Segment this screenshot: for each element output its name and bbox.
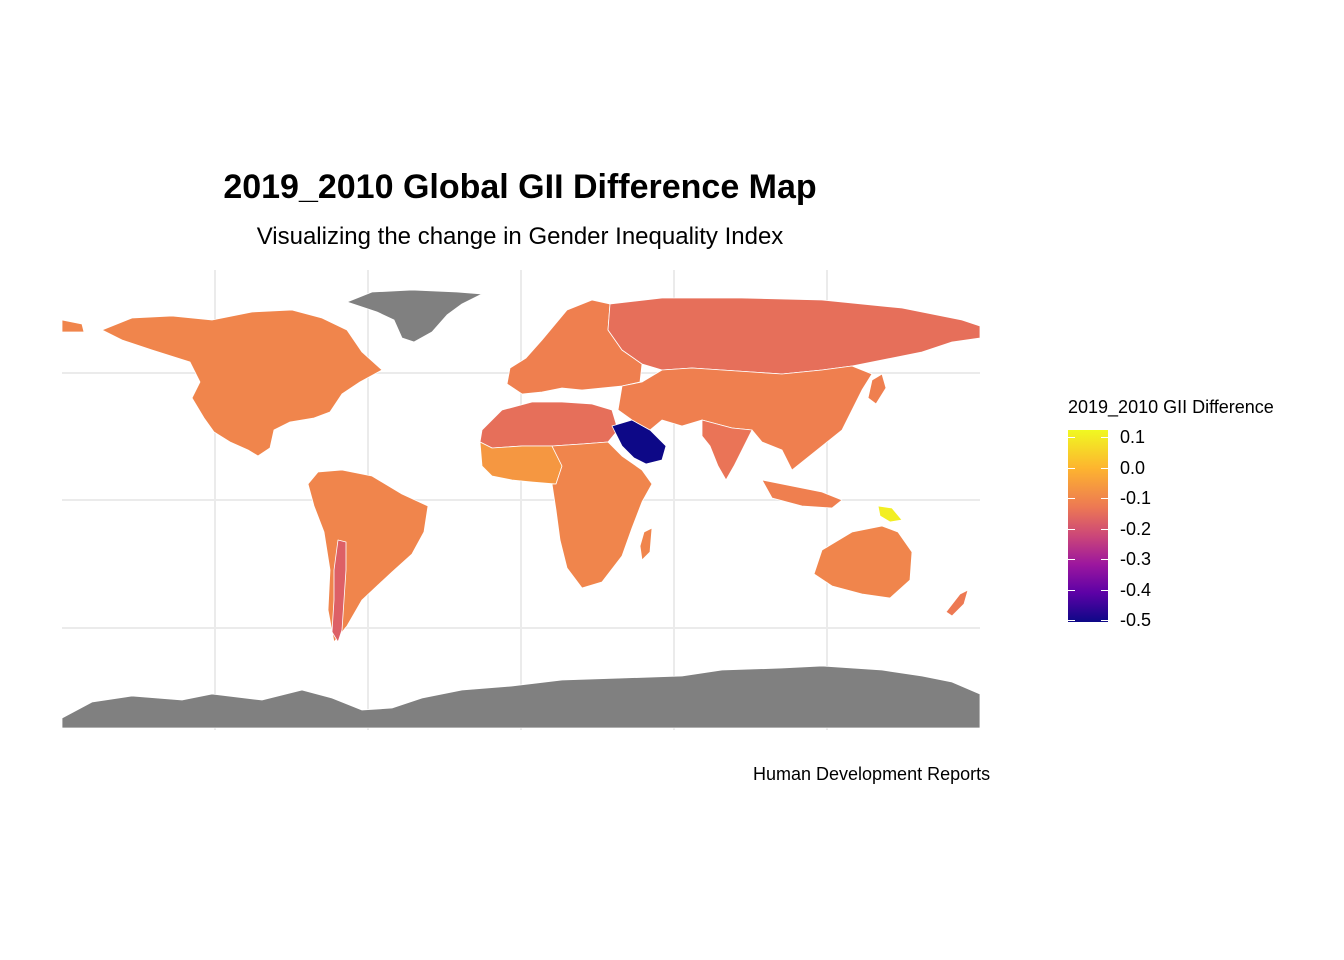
region-australia — [813, 525, 913, 599]
map-caption: Human Development Reports — [753, 764, 991, 784]
legend-tick — [1101, 620, 1108, 621]
legend-tick — [1068, 620, 1075, 621]
region-west-africa — [479, 441, 563, 485]
region-antarctica — [61, 665, 981, 729]
region-greenland — [346, 289, 483, 343]
legend-label: -0.4 — [1120, 579, 1152, 600]
region-india — [701, 419, 753, 481]
region-indonesia — [761, 479, 843, 509]
region-russia — [607, 297, 981, 375]
legend-tick — [1101, 589, 1108, 591]
legend-tick — [1101, 498, 1108, 500]
region-madagascar — [639, 527, 653, 561]
legend-tick — [1101, 528, 1108, 530]
region-north-america — [101, 309, 383, 457]
region-asia — [617, 365, 873, 471]
region-central-southern-africa — [551, 441, 653, 589]
region-papua-new-guinea — [877, 505, 903, 523]
region-alaska — [61, 319, 85, 333]
legend-tick — [1068, 437, 1075, 439]
legend-tick — [1068, 559, 1075, 561]
world-map-panel — [61, 270, 981, 730]
map-title: 2019_2010 Global GII Difference Map — [223, 168, 817, 206]
legend-tick — [1068, 589, 1075, 591]
legend-labels: 0.1 0.0 -0.1 -0.2 -0.3 -0.4 -0.5 — [1120, 427, 1180, 629]
legend-label: 0.0 — [1120, 457, 1146, 478]
legend-title: 2019_2010 GII Difference — [1068, 397, 1274, 417]
legend-tick — [1101, 467, 1108, 469]
legend-label: -0.1 — [1120, 488, 1152, 509]
legend-label: -0.5 — [1120, 610, 1152, 630]
legend-tick — [1068, 528, 1075, 530]
region-chile — [331, 539, 347, 643]
world-map — [61, 270, 981, 730]
legend-label: -0.3 — [1120, 549, 1152, 570]
region-new-zealand — [945, 589, 969, 617]
region-north-africa — [479, 401, 619, 449]
legend-label: -0.2 — [1120, 518, 1152, 539]
legend-tick — [1101, 437, 1108, 439]
legend-label: 0.1 — [1120, 427, 1146, 448]
map-subtitle: Visualizing the change in Gender Inequal… — [256, 223, 784, 250]
legend-ticks — [1068, 430, 1108, 622]
legend-tick — [1068, 498, 1075, 500]
legend-tick — [1101, 559, 1108, 561]
region-japan — [867, 373, 887, 405]
legend-tick — [1068, 467, 1075, 469]
